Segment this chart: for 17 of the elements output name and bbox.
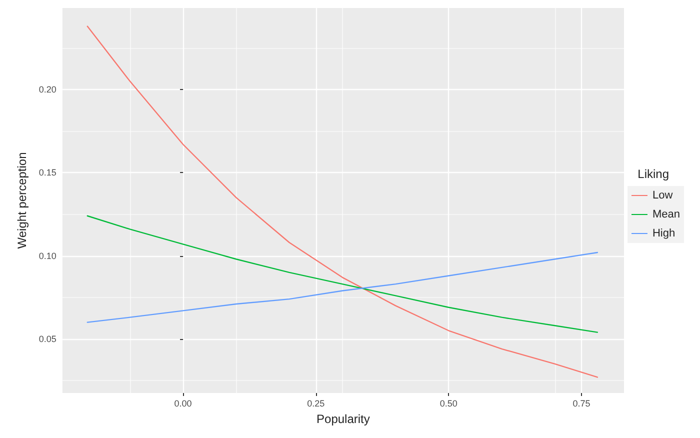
- y-axis-title: Weight perception: [15, 152, 29, 249]
- x-tick-label: 0.50: [440, 398, 458, 408]
- y-tick-label: 0.20: [38, 84, 56, 94]
- x-tick-label: 0.25: [307, 398, 325, 408]
- x-axis-title: Popularity: [316, 412, 370, 426]
- legend-label: High: [652, 228, 676, 240]
- line-series: [86, 215, 598, 333]
- legend-title: Liking: [638, 167, 670, 181]
- y-tick-label: 0.10: [38, 250, 56, 261]
- legend-label: Mean: [652, 208, 680, 220]
- legend-label: Low: [652, 190, 673, 202]
- x-tick-label: 0.00: [174, 398, 192, 408]
- x-tick-label: 0.75: [572, 398, 590, 408]
- y-tick-label: 0.15: [38, 168, 56, 178]
- y-tick-label: 0.05: [38, 334, 56, 344]
- line-series: [86, 252, 598, 323]
- line-series: [86, 26, 598, 378]
